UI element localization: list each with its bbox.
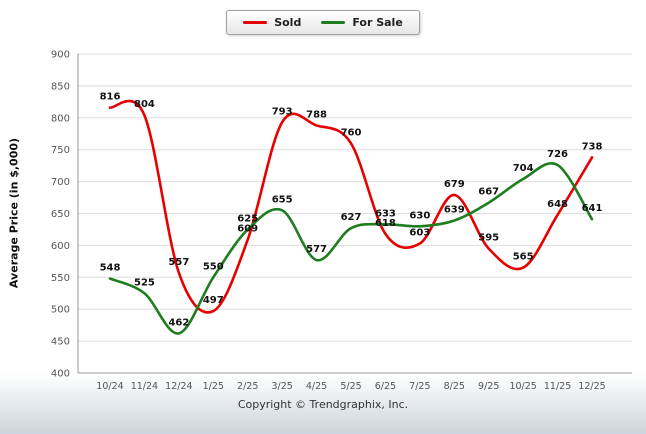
point-label: 627 [341, 212, 362, 223]
chart-area: Average Price (in $,000) 400 450 500 550 600… [0, 37, 646, 397]
y-tick-label: 800 [51, 113, 70, 124]
y-axis-title: Average Price (in $,000) [7, 137, 21, 289]
point-label: 595 [478, 233, 499, 244]
point-label: 704 [513, 163, 534, 174]
x-tick-label: 12/24 [165, 381, 192, 392]
point-label: 497 [203, 295, 224, 306]
point-label: 603 [409, 227, 430, 238]
point-label: 625 [237, 213, 258, 224]
point-label: 639 [444, 205, 465, 216]
x-tick-label: 10/25 [509, 381, 536, 392]
x-tick-label: 7/25 [409, 381, 430, 392]
point-label: 738 [582, 141, 603, 152]
x-tick-label: 8/25 [444, 381, 465, 392]
point-label: 557 [168, 257, 189, 268]
point-label: 641 [582, 203, 603, 214]
point-label: 793 [272, 106, 293, 117]
y-tick-label: 600 [51, 241, 70, 252]
y-tick-label: 850 [51, 81, 70, 92]
copyright-text: Copyright © Trendgraphix, Inc. [237, 398, 409, 411]
point-label: 548 [100, 263, 121, 274]
point-label: 804 [134, 99, 155, 110]
x-tick-label: 3/25 [271, 381, 292, 392]
line-chart: 400 450 500 550 600 650 700 750 800 850 900 10/24 11… [51, 50, 632, 392]
x-tick-label: 10/24 [96, 381, 123, 392]
legend-label-sold: Sold [274, 16, 302, 29]
point-label: 633 [375, 208, 396, 219]
x-tick-label: 4/25 [306, 381, 327, 392]
point-label: 577 [306, 244, 327, 255]
x-tick-label: 2/25 [237, 381, 258, 392]
legend-item-sold: Sold [243, 16, 301, 29]
x-tick-label: 6/25 [375, 381, 396, 392]
x-tick-label: 5/25 [340, 381, 361, 392]
x-tick-label: 9/25 [478, 381, 499, 392]
series-line-sold [108, 99, 594, 314]
point-label: 679 [444, 179, 465, 190]
sold-line-swatch [243, 21, 268, 24]
y-tick-label: 750 [51, 145, 70, 156]
point-label: 462 [168, 317, 189, 328]
y-tick-label: 400 [51, 369, 70, 380]
x-tick-label: 1/25 [203, 381, 224, 392]
point-label: 550 [203, 261, 224, 272]
point-label: 525 [134, 277, 155, 288]
y-tick-label: 650 [51, 209, 70, 220]
point-label: 630 [409, 210, 430, 221]
series-line-for-sale [108, 162, 594, 335]
point-label: 648 [547, 199, 568, 210]
chart-legend: Sold For Sale [226, 10, 420, 35]
point-label: 667 [478, 187, 499, 198]
point-label: 609 [237, 224, 258, 235]
point-label: 618 [375, 218, 396, 229]
y-tick-label: 500 [51, 305, 70, 316]
x-tick-label: 11/24 [131, 381, 158, 392]
x-tick-label: 11/25 [544, 381, 571, 392]
legend-label-for-sale: For Sale [352, 16, 403, 29]
point-label: 788 [306, 109, 327, 120]
point-label: 565 [513, 252, 534, 263]
y-tick-label: 550 [51, 273, 70, 284]
x-tick-label: 12/25 [578, 381, 605, 392]
point-label: 816 [100, 92, 121, 103]
legend-item-for-sale: For Sale [321, 16, 403, 29]
point-label: 655 [272, 194, 293, 205]
point-label: 760 [341, 127, 362, 138]
y-tick-label: 450 [51, 337, 70, 348]
y-tick-label: 700 [51, 177, 70, 188]
point-label: 726 [547, 149, 568, 160]
for-sale-line-swatch [321, 21, 346, 24]
y-tick-label: 900 [51, 50, 70, 61]
